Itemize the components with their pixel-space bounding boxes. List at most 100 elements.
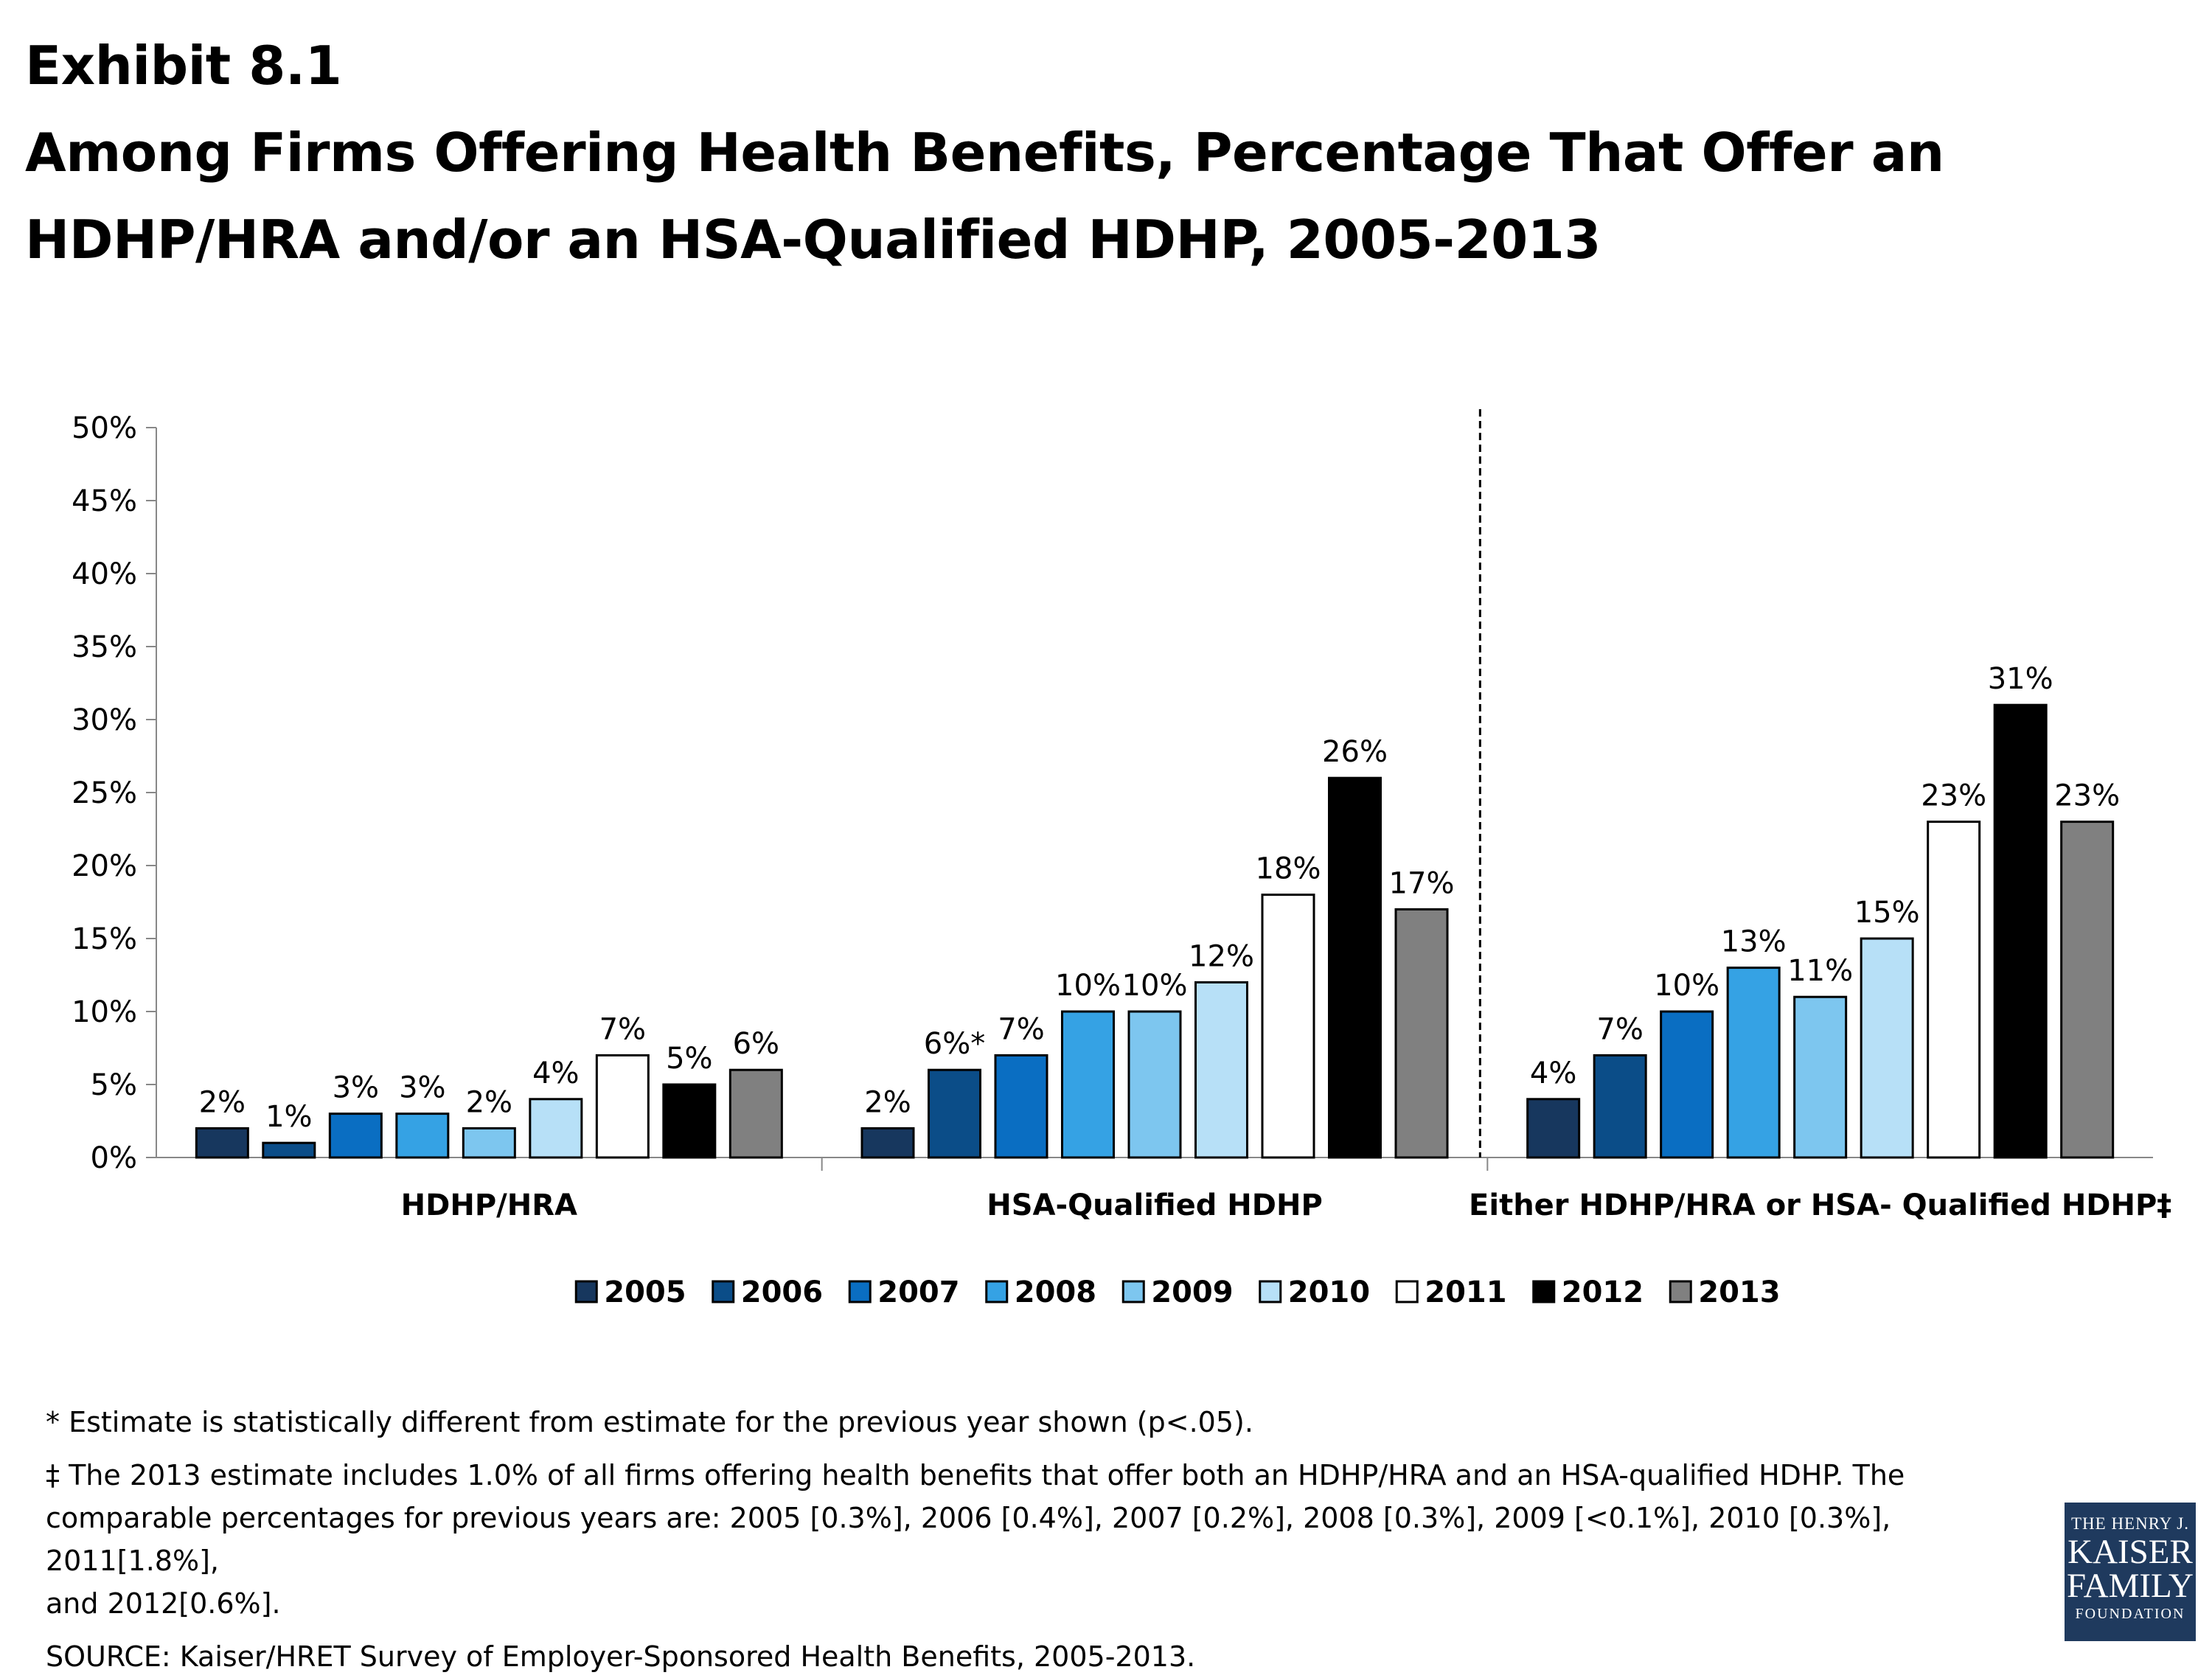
bar-2010 [529,1098,583,1159]
y-axis: 0% 5% 10% 15% 20% 25% 30% 35% 40% 45% 50% [72,409,2153,1175]
kaiser-family-foundation-logo: THE HENRY J. KAISER FAMILY FOUNDATION [2065,1503,2196,1641]
bar-value-label: 15% [1854,896,1920,930]
logo-line-3: FAMILY [2067,1567,2194,1605]
bar-value-label: 23% [1921,779,1986,813]
bar-2009 [1127,1010,1182,1159]
y-tick-label: 5% [91,1068,137,1102]
significance-note: * Estimate is statistically different fr… [46,1406,1253,1438]
bar-2008 [1726,967,1781,1159]
bar-2005 [1526,1098,1581,1159]
y-tick-label: 20% [72,849,137,883]
bar-2009 [1793,995,1848,1159]
legend-swatch-2012 [1532,1280,1556,1303]
bar-2012 [1993,703,2048,1159]
bar-2011 [1927,821,1981,1159]
bar-value-label: 10% [1122,969,1188,1003]
legend-swatch-2005 [574,1280,598,1303]
logo-line-2: KAISER [2067,1533,2193,1571]
y-tick-label: 15% [72,922,137,956]
bar-2006 [928,1068,981,1159]
bar-value-label: 26% [1322,735,1388,769]
legend-swatch-2011 [1395,1280,1419,1303]
bar-chart: 0% 5% 10% 15% 20% 25% 30% 35% 40% 45% 50% 2% 1% 3% 3%… [72,409,2172,1309]
bar-value-label: 7% [1596,1012,1643,1046]
y-tick-label: 50% [72,411,137,445]
bar-value-label: 2% [199,1085,246,1119]
bar-2010 [1194,981,1248,1159]
legend-label-2006: 2006 [741,1275,823,1309]
chart-title-line-1: Among Firms Offering Health Benefits, Pe… [25,122,1944,184]
bar-value-label: 17% [1389,866,1455,900]
bar-2013 [728,1068,783,1159]
data-labels: 2% 1%3% 3% 2%4%7%5% 6%2%6%* 7%10% 10%12%18%26%… [199,662,2121,1134]
y-tick-label: 45% [72,484,137,518]
bar-value-label: 31% [1988,662,2053,696]
bar-2013 [1394,908,1449,1159]
bar-2007 [1660,1010,1714,1159]
y-tick-label: 25% [72,776,137,810]
y-tick-label: 40% [72,557,137,591]
legend-swatch-2013 [1669,1280,1692,1303]
bar-2005 [860,1127,915,1159]
legend-swatch-2010 [1259,1280,1282,1303]
legend-swatch-2009 [1121,1280,1145,1303]
bar-2012 [1328,776,1382,1159]
bar-value-label: 10% [1654,969,1719,1003]
double-dagger-note-line-2: comparable percentages for previous year… [46,1502,1891,1577]
bar-value-label: 12% [1189,939,1254,973]
bar-2009 [462,1127,516,1159]
category-label: HSA-Qualified HDHP [987,1188,1323,1222]
bar-2010 [1860,937,1914,1159]
chart-title-line-2: HDHP/HRA and/or an HSA-Qualified HDHP, 2… [25,209,1601,271]
bar-2012 [662,1083,717,1159]
y-tick-label: 0% [91,1141,137,1175]
legend-label-2012: 2012 [1562,1275,1644,1309]
category-label: HDHP/HRA [401,1188,577,1222]
bar-2006 [262,1141,316,1159]
legend-label-2011: 2011 [1425,1275,1506,1309]
bar-value-label: 6%* [924,1027,985,1061]
bar-value-label: 2% [466,1085,512,1119]
y-tick-label: 30% [72,703,137,737]
bar-value-label: 4% [532,1056,579,1090]
y-tick-label: 35% [72,630,137,664]
legend-label-2010: 2010 [1288,1275,1370,1309]
bar-2007 [328,1113,383,1159]
legend-label-2007: 2007 [877,1275,959,1309]
bar-2013 [2060,821,2115,1159]
bar-2006 [1593,1054,1647,1159]
legend-label-2005: 2005 [604,1275,686,1309]
footnotes: * Estimate is statistically different fr… [46,1401,2000,1678]
double-dagger-note: ‡ The 2013 estimate includes 1.0% of all… [46,1454,2000,1625]
bar-value-label: 11% [1787,954,1853,988]
bar-value-label: 6% [733,1027,779,1061]
bar-2008 [395,1113,450,1159]
legend-swatch-2008 [985,1280,1009,1303]
legend-label-2008: 2008 [1015,1275,1096,1309]
exhibit-label: Exhibit 8.1 [25,35,342,97]
bar-value-label: 10% [1055,969,1121,1003]
bar-value-label: 1% [265,1100,312,1134]
bar-value-label: 2% [864,1085,911,1119]
double-dagger-note-line-1: ‡ The 2013 estimate includes 1.0% of all… [46,1459,1905,1491]
bar-value-label: 18% [1256,852,1321,886]
bar-value-label: 4% [1530,1056,1576,1090]
legend: 2005 2006 2007 2008 2009 2010 2011 2012 2013 [574,1275,1781,1309]
double-dagger-note-line-3: and 2012[0.6%]. [46,1587,281,1620]
category-label: Either HDHP/HRA or HSA- Qualified HDHP‡ [1469,1188,2171,1222]
title-block: Exhibit 8.1 Among Firms Offering Health … [25,22,2163,283]
source-note: SOURCE: Kaiser/HRET Survey of Employer-S… [46,1640,1196,1673]
category-labels: HDHP/HRA HSA-Qualified HDHP Either HDHP/HR… [401,1188,2172,1222]
logo-line-4: FOUNDATION [2075,1606,2185,1622]
bar-value-label: 5% [666,1042,712,1076]
legend-label-2013: 2013 [1698,1275,1780,1309]
bars [195,703,2115,1159]
bar-2011 [595,1054,650,1159]
bar-value-label: 23% [2054,779,2120,813]
bar-value-label: 3% [399,1071,445,1105]
bar-value-label: 3% [333,1071,379,1105]
legend-label-2009: 2009 [1151,1275,1233,1309]
legend-swatch-2006 [712,1280,735,1303]
bar-value-label: 7% [599,1012,646,1046]
legend-swatch-2007 [848,1280,872,1303]
